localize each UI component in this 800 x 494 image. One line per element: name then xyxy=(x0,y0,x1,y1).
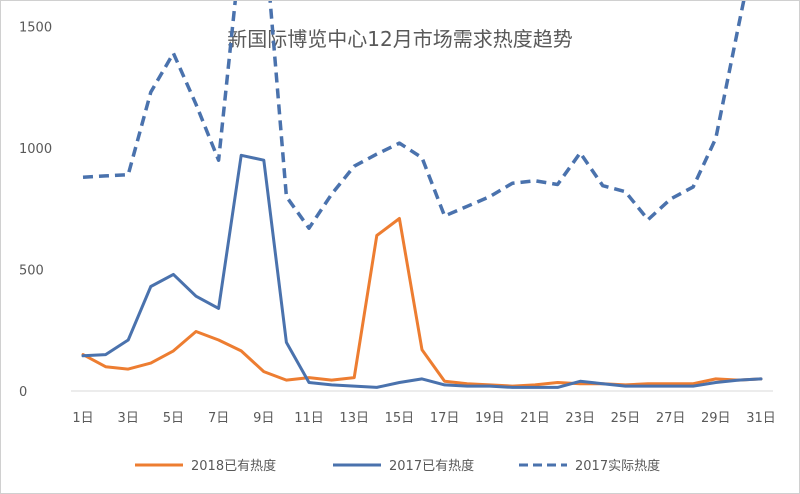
x-tick-label: 29日 xyxy=(701,411,731,426)
x-tick-label: 27日 xyxy=(656,411,686,426)
y-axis-ticks: 05001000150020002500 xyxy=(19,21,52,401)
x-tick-label: 5日 xyxy=(163,411,184,426)
x-tick-label: 19日 xyxy=(475,411,505,426)
y-tick-label: 0 xyxy=(19,385,27,400)
x-tick-label: 3日 xyxy=(118,411,139,426)
x-tick-label: 17日 xyxy=(430,411,460,426)
x-tick-label: 9日 xyxy=(253,411,274,426)
x-tick-label: 31日 xyxy=(746,411,776,426)
x-tick-label: 11日 xyxy=(294,411,324,426)
series-line-2 xyxy=(81,153,763,389)
x-tick-label: 7日 xyxy=(208,411,229,426)
y-tick-label: 1000 xyxy=(19,142,52,157)
legend-label: 2018已有热度 xyxy=(191,458,276,474)
series-lines xyxy=(81,1,763,389)
legend: 2018已有热度 2017已有热度 2017实际热度 xyxy=(135,458,660,474)
x-tick-label: 13日 xyxy=(339,411,369,426)
x-tick-label: 21日 xyxy=(520,411,550,426)
chart-title: 新国际博览中心12月市场需求热度趋势 xyxy=(227,27,573,51)
y-tick-label: 500 xyxy=(19,264,44,279)
x-tick-label: 15日 xyxy=(385,411,415,426)
x-tick-label: 1日 xyxy=(72,411,93,426)
x-tick-label: 25日 xyxy=(611,411,641,426)
legend-label: 2017已有热度 xyxy=(389,458,474,474)
series-line-3 xyxy=(82,1,746,230)
x-tick-label: 23日 xyxy=(565,411,595,426)
legend-label: 2017实际热度 xyxy=(575,458,660,474)
y-tick-label: 1500 xyxy=(19,21,52,36)
x-axis-ticks: 1日 3日 5日 7日 9日 11日 13日 15日 17日 19日 21日 23日 25日 27日 29日… xyxy=(72,411,775,426)
series-line-1 xyxy=(81,217,763,388)
